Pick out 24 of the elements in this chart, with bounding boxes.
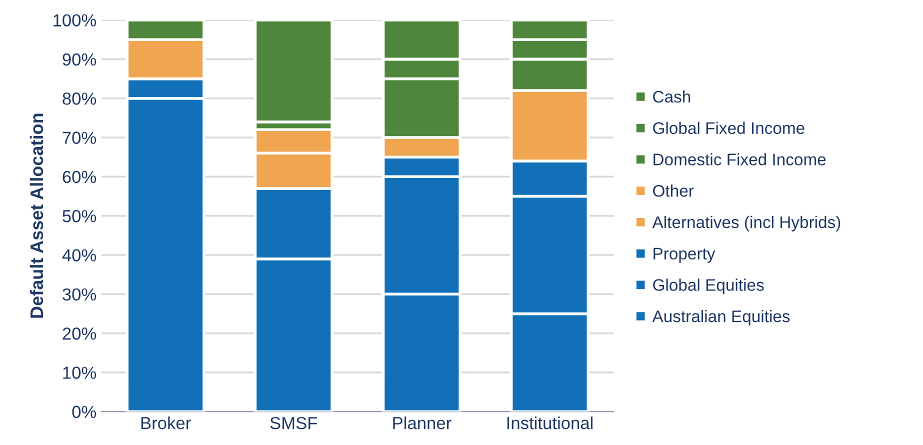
legend-label: Other	[653, 184, 694, 197]
legend-label: Global Fixed Income	[653, 122, 804, 134]
y-tick-label: 30%	[62, 288, 96, 301]
y-tick-label: 50%	[62, 210, 96, 222]
y-tick-label: 100%	[54, 14, 96, 26]
legend-label: Domestic Fixed Income	[654, 153, 826, 166]
legend-label: Property	[654, 248, 716, 263]
x-tick-label: Institutional	[507, 416, 593, 430]
x-tick-label: Planner	[393, 416, 452, 430]
y-tick-label: 80%	[62, 92, 96, 105]
legend-label: Australian Equities	[652, 310, 790, 326]
x-tick-label: SMSF	[270, 416, 318, 430]
legend-label: Cash	[653, 90, 690, 103]
y-tick-label: 90%	[62, 53, 96, 66]
y-tick-label: 60%	[62, 170, 96, 184]
x-tick-label: Broker	[141, 416, 191, 430]
y-tick-label: 20%	[62, 327, 96, 340]
y-axis-title: Default Asset Allocation	[30, 114, 44, 318]
y-tick-label: 70%	[62, 132, 96, 144]
y-tick-label: 0%	[72, 406, 96, 418]
y-tick-label: 10%	[63, 366, 96, 379]
y-tick-label: 40%	[62, 249, 96, 262]
legend-label: Global Equities	[653, 278, 764, 294]
legend-label: Alternatives (incl Hybrids)	[652, 216, 840, 232]
